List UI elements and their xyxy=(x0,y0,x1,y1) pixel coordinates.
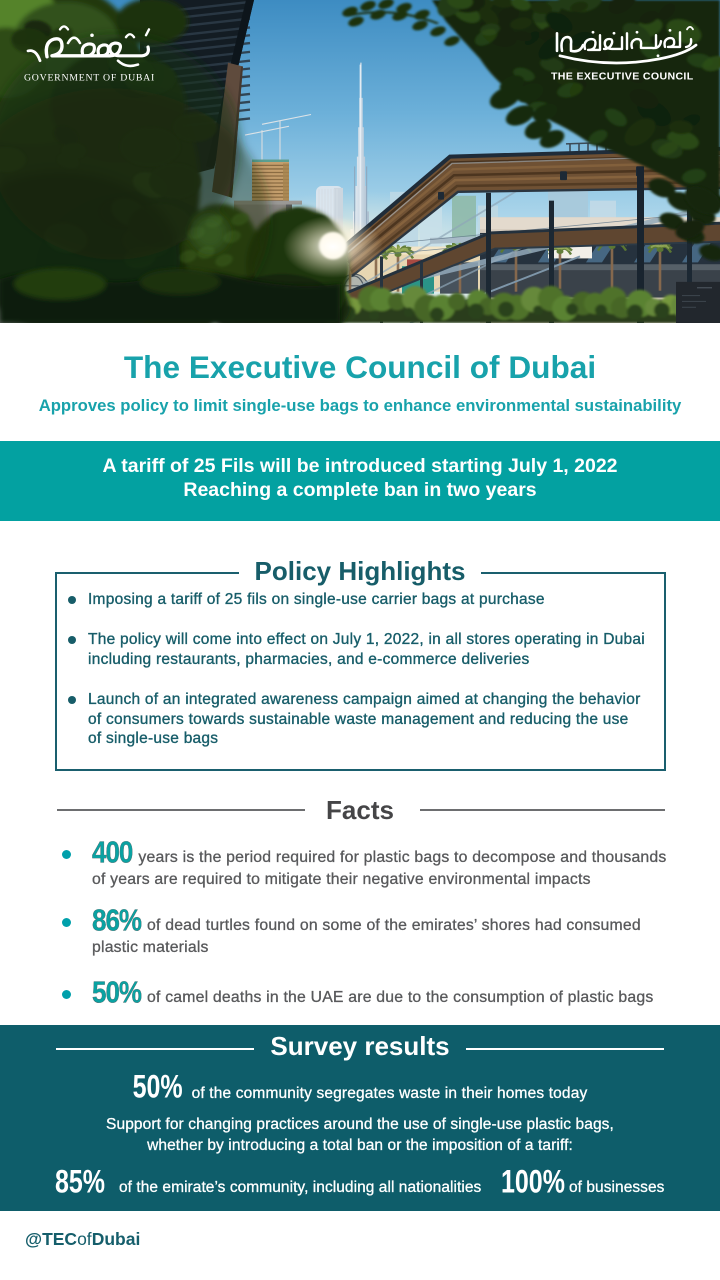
svg-text:THE EXECUTIVE COUNCIL: THE EXECUTIVE COUNCIL xyxy=(551,71,694,82)
svg-text:GOVERNMENT OF DUBAI: GOVERNMENT OF DUBAI xyxy=(24,72,155,83)
